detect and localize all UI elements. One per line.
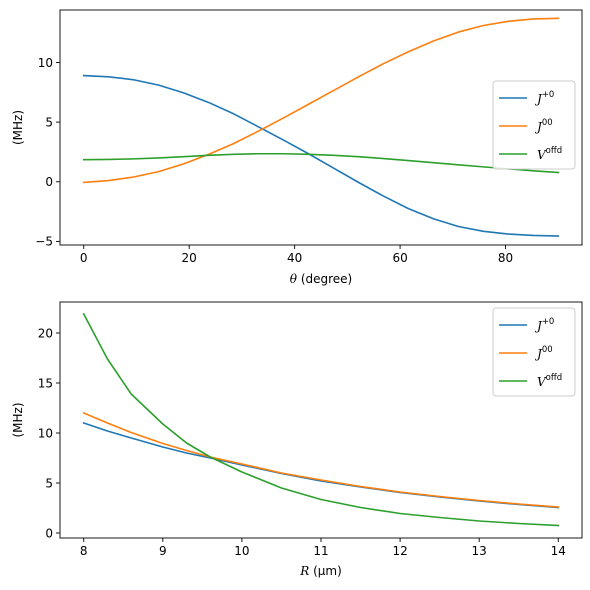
series-line-v-offd: [82, 312, 560, 527]
x-tick-label: 11: [313, 544, 328, 558]
x-axis-label: θ (degree): [290, 272, 352, 286]
legend-label: Voffd: [537, 373, 562, 389]
y-tick-label: 10: [38, 56, 53, 70]
legend-box: [492, 80, 576, 170]
x-axis-label: R (μm): [299, 564, 342, 578]
x-tick-label: 20: [182, 251, 197, 265]
legend: J+0 J00 Voffd: [492, 307, 576, 397]
y-axis-label: (MHz): [11, 402, 25, 437]
legend-label: J+0: [534, 317, 554, 333]
chart-panel-2: 8 9 10 11 12 13 14 0 5 10 15 20 R (μm) (MHz) J+0 J00 Vof…: [11, 301, 583, 578]
legend-label: J+0: [534, 90, 554, 106]
y-tick-label: 15: [38, 376, 53, 390]
legend-label: J00: [534, 118, 553, 134]
x-tick-label: 12: [392, 544, 407, 558]
y-tick-label: −5: [35, 235, 53, 249]
y-tick-label: 0: [45, 526, 53, 540]
legend-label: Voffd: [537, 146, 562, 162]
x-tick-label: 60: [392, 251, 407, 265]
plot-frame: [59, 9, 583, 246]
legend-box: [492, 307, 576, 397]
x-tick-label: 8: [80, 544, 88, 558]
x-tick-label: 80: [498, 251, 513, 265]
y-tick-label: 10: [38, 426, 53, 440]
x-tick-label: 0: [80, 251, 88, 265]
chart-panel-1: 0 20 40 60 80 −5 0 5 10 θ (degree) (MHz) J+0 J00 Voff…: [11, 9, 583, 286]
y-tick-label: 20: [38, 326, 53, 340]
series-line-j-plus0: [82, 421, 560, 509]
series-line-j-00: [82, 411, 560, 508]
x-tick-label: 40: [287, 251, 302, 265]
series-line-v-offd: [82, 152, 560, 174]
series-line-j-plus0: [82, 74, 560, 237]
legend-label: J00: [534, 345, 553, 361]
y-tick-label: 5: [45, 115, 53, 129]
x-tick-label: 14: [551, 544, 566, 558]
y-tick-label: 0: [45, 175, 53, 189]
series-line-j-00: [82, 17, 560, 184]
x-tick-label: 9: [159, 544, 167, 558]
legend: J+0 J00 Voffd: [492, 80, 576, 170]
y-axis-label: (MHz): [11, 110, 25, 145]
x-tick-label: 13: [472, 544, 487, 558]
y-tick-label: 5: [45, 476, 53, 490]
x-tick-label: 10: [234, 544, 249, 558]
